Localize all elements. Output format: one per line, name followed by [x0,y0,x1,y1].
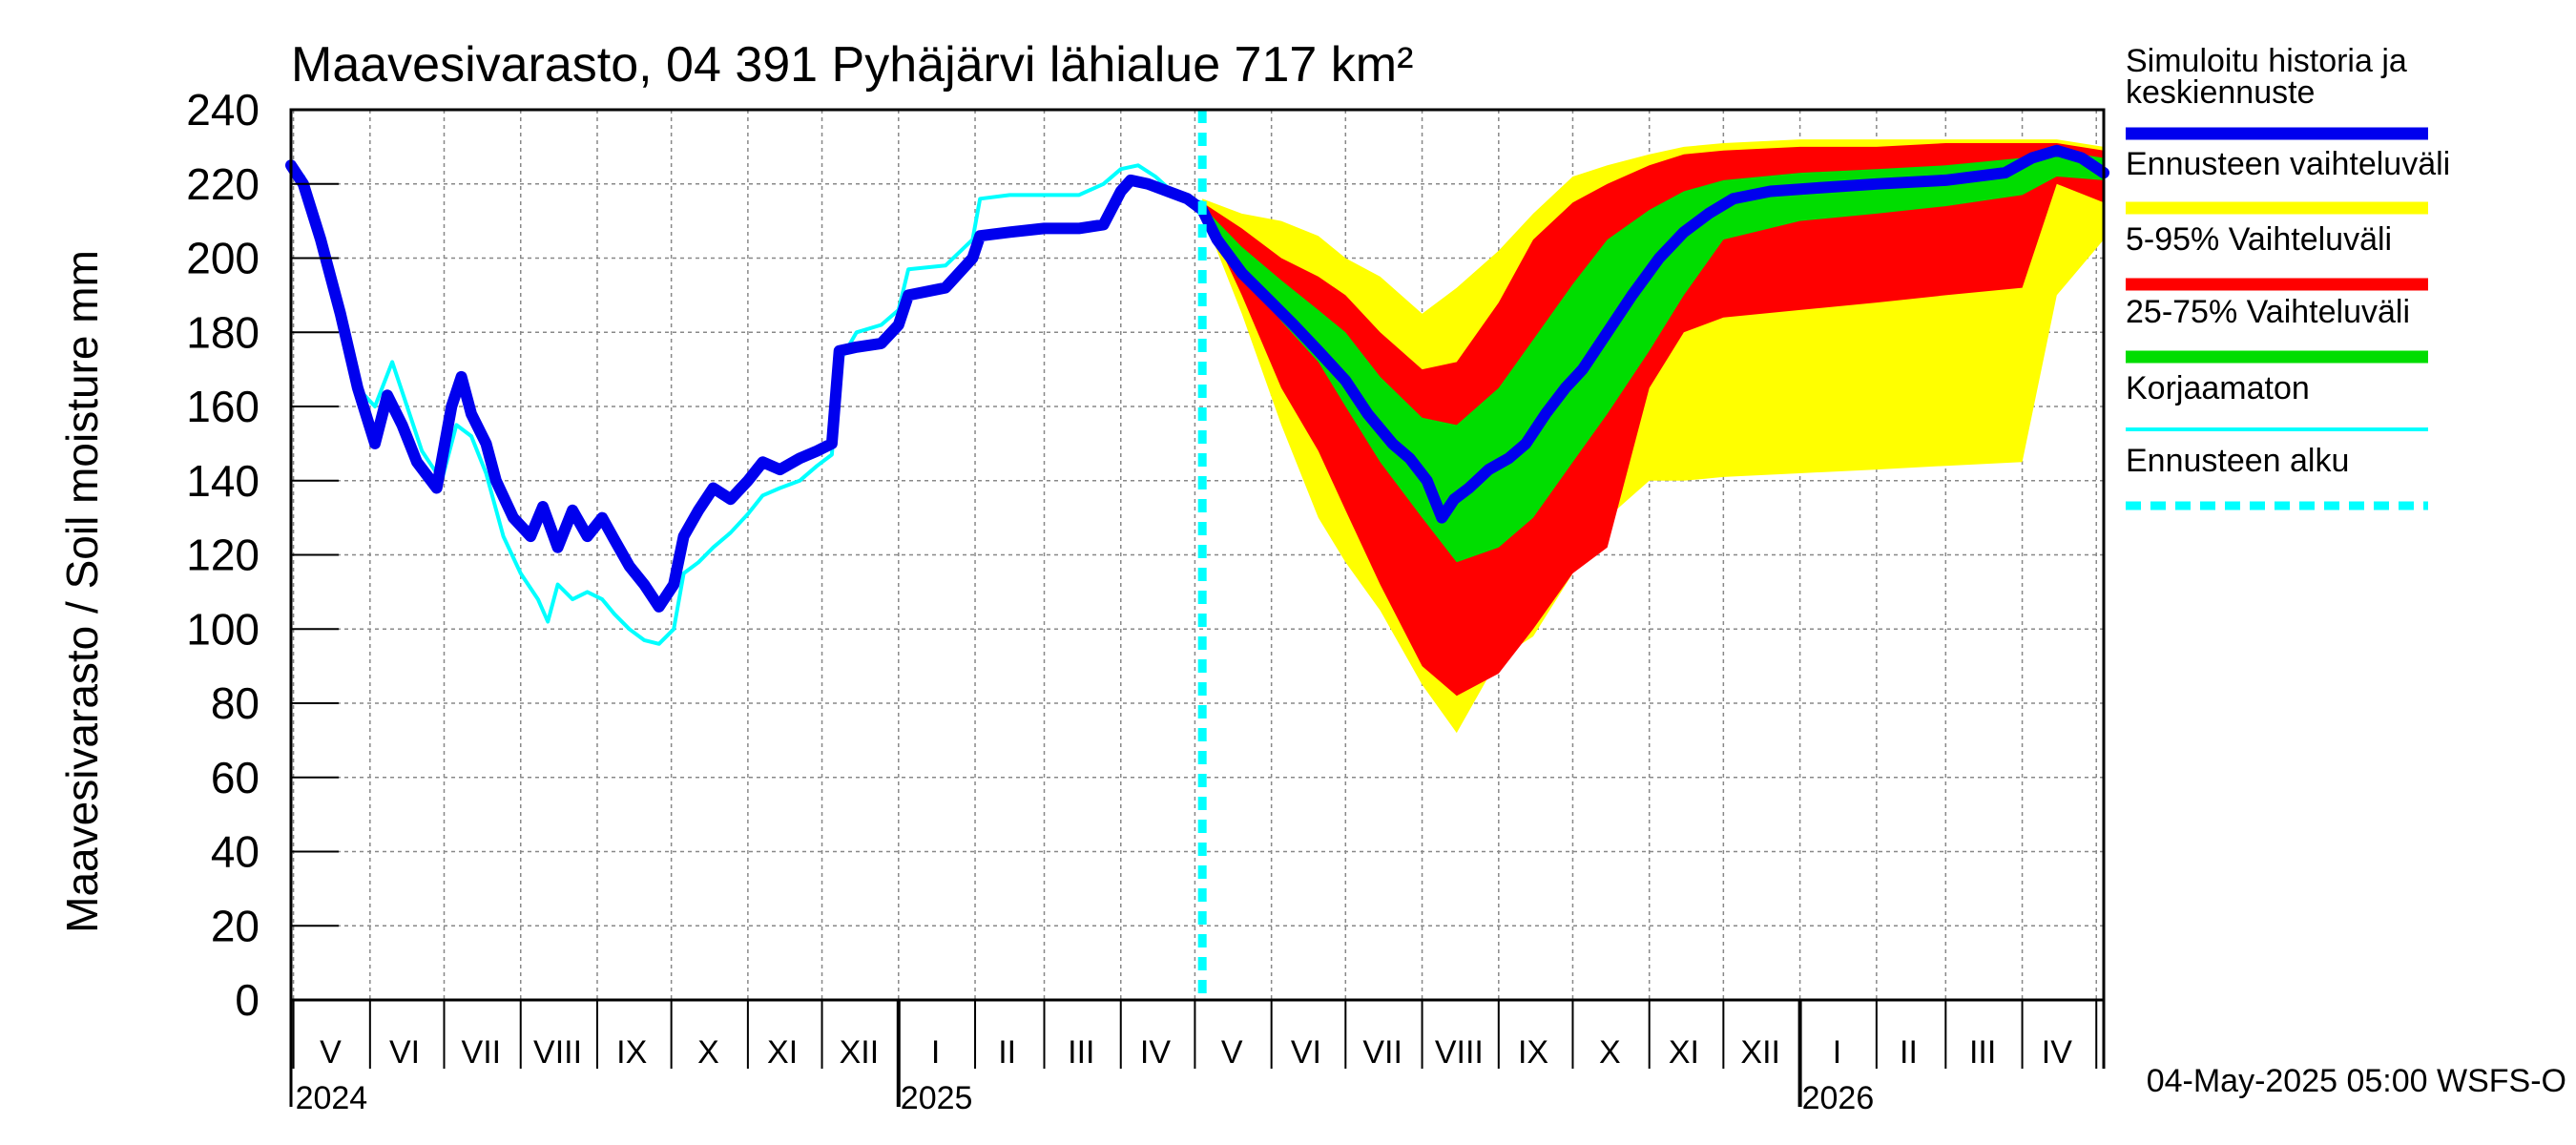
y-tick-label: 120 [186,531,260,580]
y-tick-label: 60 [211,753,260,802]
legend-label: 5-95% Vaihteluväli [2126,221,2392,258]
month-label: VIII [533,1034,582,1071]
month-label: III [1068,1034,1094,1071]
month-label: X [697,1034,719,1071]
legend-label: keskiennuste [2126,74,2315,111]
year-label: 2024 [296,1080,368,1116]
forecast-bands [1202,139,2104,734]
y-tick-label: 180 [186,307,260,357]
month-label: XII [840,1034,880,1071]
month-label: IV [2042,1034,2072,1071]
month-label: XI [1669,1034,1699,1071]
y-tick-label: 140 [186,456,260,506]
legend-label: Ennusteen alku [2126,443,2349,479]
year-label: 2026 [1802,1080,1875,1116]
plot-frame [289,108,2106,1002]
month-label: IX [1518,1034,1548,1071]
month-label: III [1969,1034,1996,1071]
y-tick-label: 240 [186,85,260,135]
month-label: XII [1740,1034,1780,1071]
y-tick-label: 40 [211,827,260,877]
month-label: V [320,1034,342,1071]
y-axis-label: Maavesivarasto / Soil moisture mm [57,250,107,933]
series-lines [285,110,2109,1000]
month-label: VIII [1435,1034,1484,1071]
month-label: VII [462,1034,502,1071]
month-label: IX [616,1034,647,1071]
footer-timestamp: 04-May-2025 05:00 WSFS-O [2147,1063,2566,1099]
legend-label: Ennusteen vaihteluväli [2126,146,2450,182]
month-label: II [1900,1034,1918,1071]
month-label: X [1599,1034,1621,1071]
y-tick-label: 220 [186,159,260,209]
legend-label: Korjaamaton [2126,370,2310,406]
y-tick-label: 160 [186,382,260,431]
year-label: 2025 [901,1080,973,1116]
y-tick-label: 100 [186,604,260,654]
band-00dd00 [1202,150,2104,563]
legend-label: Simuloitu historia ja [2126,43,2407,79]
y-tick-label: 200 [186,234,260,283]
month-label: V [1221,1034,1243,1071]
simulated-mean-line [285,144,2109,613]
legend-label: 25-75% Vaihteluväli [2126,294,2410,330]
band-ff0000 [1202,143,2104,697]
chart-title: Maavesivarasto, 04 391 Pyhäjärvi lähialu… [291,37,1413,93]
y-tick-label: 80 [211,678,260,728]
month-label: VI [389,1034,420,1071]
y-tick-label: 0 [235,975,260,1025]
month-label: VI [1291,1034,1321,1071]
month-label: II [998,1034,1016,1071]
y-tick-label: 20 [211,901,260,950]
month-label: VII [1362,1034,1402,1071]
month-label: I [931,1034,940,1071]
month-label: XI [767,1034,798,1071]
month-label: IV [1140,1034,1171,1071]
month-label: I [1833,1034,1841,1071]
